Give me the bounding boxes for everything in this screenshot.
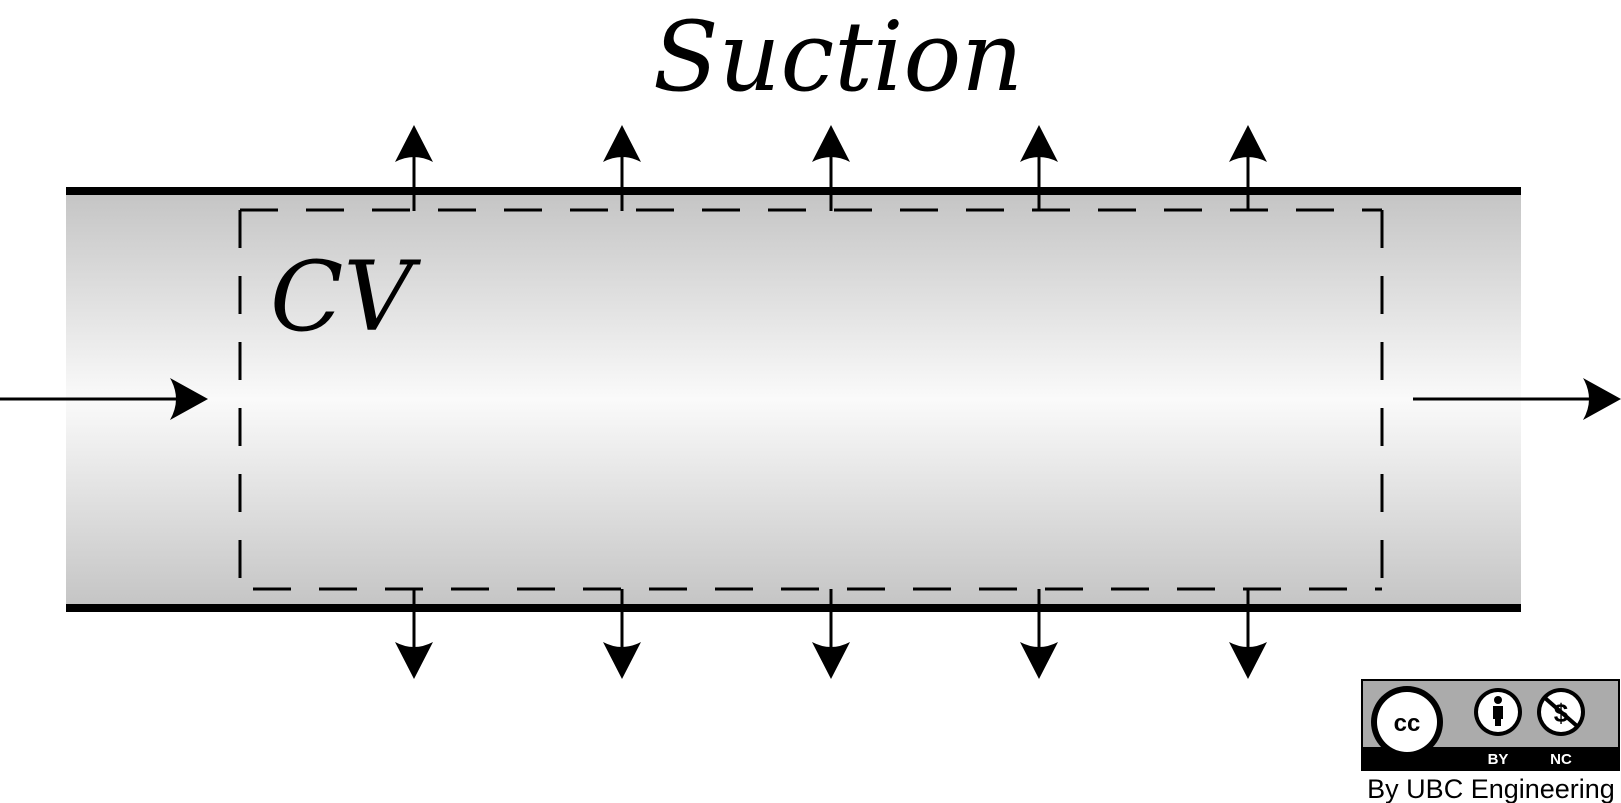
non-commercial-icon: $ bbox=[1537, 688, 1585, 736]
suction-arrow-down bbox=[812, 589, 850, 679]
diagram-title: Suction bbox=[653, 1, 1023, 113]
outlet-flow-arrow bbox=[1413, 378, 1621, 420]
suction-arrow-up bbox=[1020, 125, 1058, 211]
control-volume-boundary bbox=[238, 208, 1384, 591]
cc-icon: cc bbox=[1371, 686, 1443, 758]
suction-arrow-up bbox=[1229, 125, 1267, 211]
pipe-body bbox=[66, 191, 1521, 608]
control-volume-label: CV bbox=[270, 241, 421, 353]
suction-arrow-down bbox=[395, 589, 433, 679]
suction-arrow-up bbox=[812, 125, 850, 211]
badge-nc-label: NC bbox=[1550, 751, 1572, 768]
suction-arrows-bottom bbox=[395, 589, 1267, 679]
suction-arrow-down bbox=[1229, 589, 1267, 679]
badge-by-label: BY bbox=[1488, 751, 1509, 768]
inlet-flow-arrow bbox=[0, 378, 208, 420]
suction-arrow-up bbox=[395, 125, 433, 211]
attribution-icon bbox=[1474, 688, 1522, 736]
suction-arrows-top bbox=[395, 125, 1267, 211]
suction-arrow-up bbox=[603, 125, 641, 211]
suction-arrow-down bbox=[603, 589, 641, 679]
cc-license-badge: cc $ BY NC bbox=[1361, 679, 1620, 771]
credit-text: By UBC Engineering bbox=[1367, 774, 1615, 803]
suction-arrow-down bbox=[1020, 589, 1058, 679]
svg-text:cc: cc bbox=[1394, 710, 1421, 737]
